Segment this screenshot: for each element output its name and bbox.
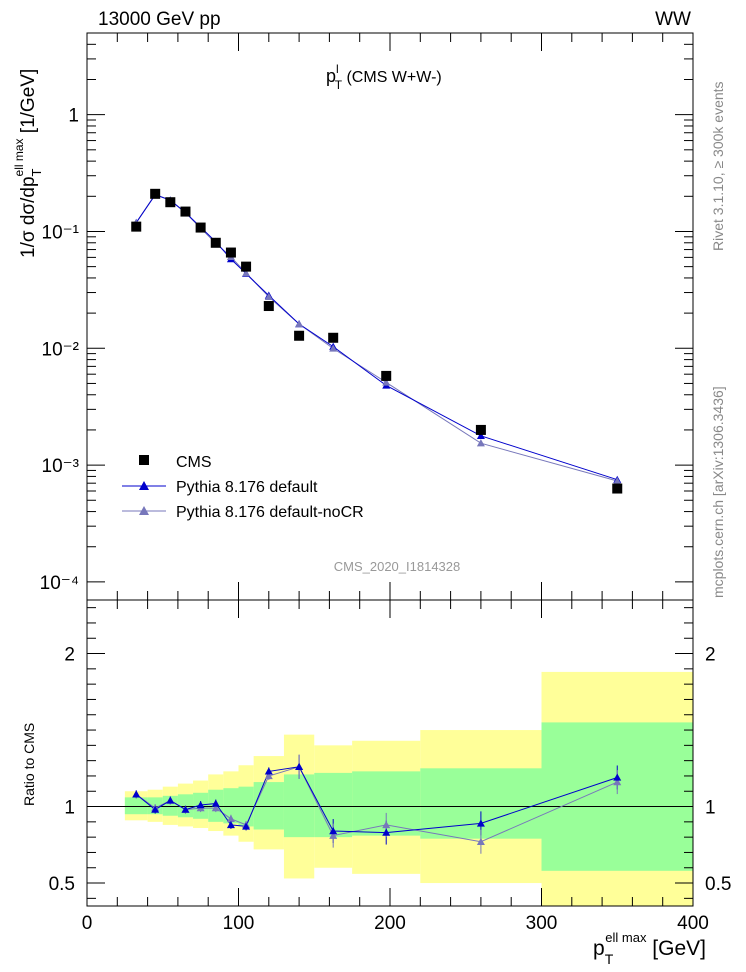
legend: CMS Pythia 8.176 default Pythia 8.176 de… (122, 454, 364, 521)
plot-title: pl T (CMS W+W-) (326, 62, 442, 92)
nocr-point-10 (329, 344, 338, 352)
upper-tick-label: 10⁻³ (42, 456, 80, 477)
ratio-default-point-0 (132, 790, 141, 798)
ratio-uncertainty-bands (124, 671, 693, 906)
nocr-point-9 (295, 320, 304, 328)
cms-point-3 (180, 206, 191, 217)
ratio-nocr-point-6 (226, 814, 235, 822)
ratio-default-point-7 (242, 822, 251, 830)
cms-point-0 (131, 221, 142, 232)
legend-cms-label: CMS (176, 454, 212, 471)
rivet-label: Rivet 3.1.10, ≥ 300k events (710, 81, 726, 251)
cms-point-1 (150, 188, 161, 199)
upper-axis-ticks: 10⁻⁴ 10⁻³ 10⁻² 10⁻¹ 1 (40, 32, 693, 594)
ratio-y-axis-label: Ratio to CMS (21, 723, 37, 806)
nocr-line (135, 193, 618, 482)
cms-point-11 (381, 370, 392, 381)
inner-band-13 (541, 722, 693, 871)
ratio-default-point-6 (226, 820, 235, 829)
cms-point-12 (475, 424, 486, 435)
nocr-point-11 (382, 378, 391, 386)
ratio-default-point-9 (295, 762, 304, 770)
ratio-nocr-point-8 (264, 771, 273, 780)
ratio-tick-label-left: 0.5 (49, 874, 75, 895)
legend-default-label: Pythia 8.176 default (176, 479, 318, 496)
cms-point-9 (294, 330, 305, 341)
ratio-default-point-11 (382, 828, 391, 836)
ratio-default-point-3 (181, 805, 190, 813)
cms-point-13 (612, 483, 623, 494)
ratio-nocr-point-12 (476, 837, 485, 845)
ratio-series (132, 754, 622, 854)
header-right: WW (655, 9, 691, 30)
ratio-tick-label-left: 1 (64, 798, 75, 819)
cms-point-10 (328, 332, 339, 343)
ratio-nocr-point-5 (211, 804, 220, 812)
inner-band-0 (124, 797, 148, 815)
x-tick-label: 100 (223, 913, 255, 934)
x-tick-label: 300 (526, 913, 558, 934)
x-axis-ticks: 0 100 200 300 400 (82, 33, 709, 934)
ratio-default-point-4 (196, 801, 205, 809)
ratio-tick-label-left: 2 (64, 645, 75, 666)
cms-point-8 (263, 301, 274, 312)
cms-point-4 (195, 222, 206, 233)
ratio-axis-ticks: 0.5 0.5 1 1 2 2 (49, 607, 731, 899)
ratio-tick-label-right: 2 (705, 645, 716, 666)
nocr-point-12 (476, 439, 485, 447)
nocr-point-13 (613, 477, 622, 485)
upper-y-axis-label: 1/σ dσ/dpTell max [1/GeV] (12, 69, 44, 258)
inner-band-8 (253, 782, 284, 830)
default-line (135, 194, 618, 481)
default-point-12 (476, 431, 485, 440)
ratio-default-point-1 (151, 805, 160, 813)
x-tick-label: 400 (677, 913, 709, 934)
inner-band-6 (223, 788, 239, 824)
upper-tick-label: 10⁻¹ (42, 222, 80, 243)
ratio-nocr-point-13 (613, 778, 622, 786)
cms-point-5 (210, 237, 221, 248)
ratio-tick-label-right: 1 (705, 798, 716, 819)
ratio-default-point-5 (211, 799, 220, 807)
ratio-plot-frame (86, 599, 694, 907)
header-left: 13000 GeV pp (98, 9, 221, 30)
x-tick-label: 0 (82, 913, 93, 934)
x-tick-label: 200 (374, 913, 406, 934)
upper-tick-label: 10⁻⁴ (40, 573, 79, 594)
upper-tick-label: 1 (68, 106, 79, 127)
nocr-point-7 (242, 269, 251, 277)
ratio-default-point-12 (476, 819, 485, 827)
legend-nocr-marker (139, 506, 149, 515)
ratio-nocr-point-10 (329, 831, 338, 839)
legend-cms-marker (139, 455, 149, 465)
upper-series (131, 188, 623, 494)
ratio-default-point-13 (613, 773, 622, 781)
mcplots-label: mcplots.cern.ch [arXiv:1306.3436] (710, 386, 726, 598)
legend-default-marker (139, 481, 149, 490)
ratio-tick-label-right: 0.5 (705, 874, 731, 895)
cms-point-2 (165, 197, 176, 208)
ratio-nocr-point-11 (382, 820, 391, 829)
cms-point-6 (225, 247, 236, 258)
legend-nocr-label: Pythia 8.176 default-noCR (176, 504, 364, 521)
ratio-default-point-8 (264, 767, 273, 775)
inner-band-9 (283, 774, 315, 838)
nocr-point-8 (264, 292, 273, 300)
analysis-tag: CMS_2020_I1814328 (334, 559, 461, 574)
inner-band-2 (162, 795, 178, 816)
ratio-default-point-10 (329, 827, 338, 835)
ratio-default-point-2 (166, 796, 175, 804)
x-axis-label: pTell max [GeV] (593, 930, 706, 967)
cms-point-7 (241, 261, 252, 272)
upper-tick-label: 10⁻² (42, 339, 80, 360)
